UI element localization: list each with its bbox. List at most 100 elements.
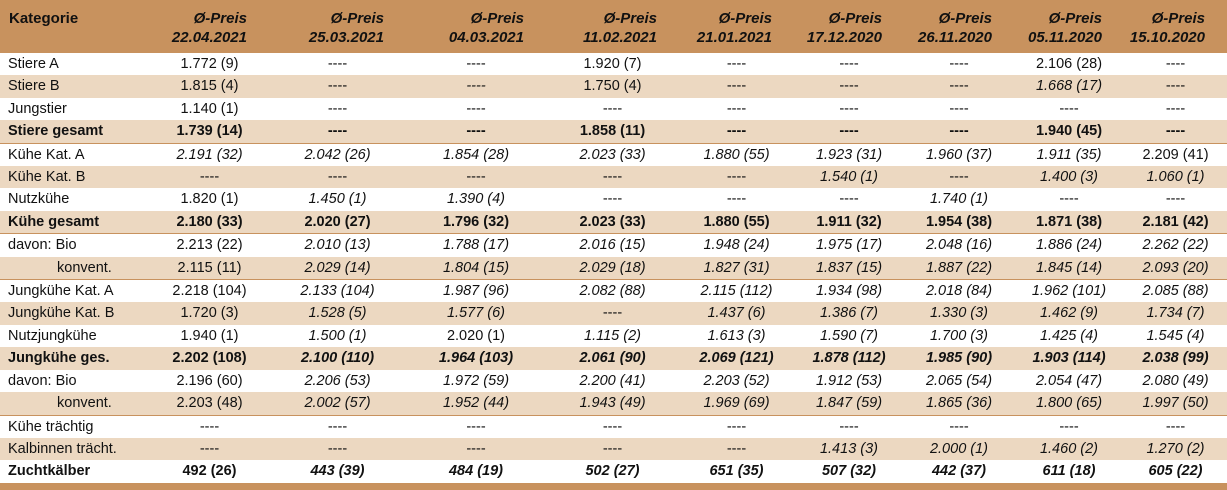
price-cell: 2.218 (104) (172, 283, 247, 300)
price-cell: ---- (726, 56, 747, 72)
price-cell: ---- (794, 120, 904, 144)
price-cell: 1.952 (44) (406, 392, 546, 416)
price-cell: ---- (327, 418, 348, 435)
price-column-header: Ø-Preis 22.04.2021 (150, 0, 269, 53)
price-cell: 1.962 (101) (1031, 283, 1107, 300)
price-cell: 2.065 (54) (925, 372, 993, 389)
price-cell: ---- (602, 191, 623, 208)
table-row: Stiere B 1.815 (4) ---- ---- 1.750 (4) ---- --… (0, 75, 1227, 98)
price-cell: 1.948 (24) (703, 237, 770, 254)
price-cell: 1.847 (59) (794, 392, 904, 416)
price-cell: 1.878 (112) (812, 350, 886, 367)
price-cell: ---- (949, 56, 969, 72)
price-cell: ---- (1124, 120, 1227, 144)
row-category: Nutzkühe (8, 191, 70, 208)
price-cell: 2.209 (41) (1142, 146, 1209, 163)
price-column-header: Ø-Preis 17.12.2020 (794, 0, 904, 53)
price-cell: 2.213 (22) (176, 237, 243, 254)
price-cell: ---- (327, 440, 348, 457)
price-cell: 2.203 (52) (703, 372, 770, 389)
table-row: Kühe Kat. A 2.191 (32) 2.042 (26) 1.854 (28… (0, 143, 1227, 167)
price-cell: 1.413 (3) (819, 440, 879, 457)
price-cell: 1.437 (6) (707, 305, 766, 322)
price-cell: 1.613 (3) (707, 327, 766, 344)
price-cell: ---- (466, 78, 486, 95)
table-header-row: Kategorie Ø-Preis 22.04.2021 Ø-Preis 25.03… (0, 0, 1227, 53)
row-category: Kalbinnen trächt. (8, 440, 117, 457)
price-cell: 484 (19) (406, 460, 546, 490)
price-cell: ---- (726, 440, 747, 457)
column-date: 04.03.2021 (448, 29, 524, 46)
price-cell: 1.880 (55) (703, 146, 770, 163)
table-row: Nutzkühe 1.820 (1) 1.450 (1) 1.390 (4) ---- -… (0, 188, 1227, 211)
price-cell: ---- (199, 440, 220, 457)
price-cell: ---- (327, 100, 348, 117)
price-cell: ---- (602, 418, 623, 435)
price-column-header: Ø-Preis 11.02.2021 (546, 0, 679, 53)
column-label: Ø-Preis (828, 10, 882, 27)
price-cell: 1.865 (36) (904, 392, 1014, 416)
price-cell: 1.390 (4) (446, 191, 506, 208)
row-category: Kühe trächtig (8, 418, 94, 435)
price-cell: 1.815 (4) (180, 78, 239, 95)
price-cell: 1.528 (5) (308, 305, 367, 322)
price-cell: 1.804 (15) (406, 256, 546, 281)
price-cell: ---- (839, 100, 859, 117)
price-column-header: Ø-Preis 04.03.2021 (406, 0, 546, 53)
price-cell: 1.923 (31) (815, 146, 883, 163)
price-cell: 1.934 (98) (815, 283, 883, 300)
table-body: Stiere A 1.772 (9) ---- ---- 1.920 (7) ---- --… (0, 53, 1227, 490)
price-column-header: Ø-Preis 15.10.2020 (1124, 0, 1227, 53)
price-cell: ---- (949, 418, 969, 435)
price-cell: ---- (839, 418, 859, 435)
price-cell: 1.972 (59) (442, 372, 510, 389)
price-cell: 2.180 (33) (150, 210, 269, 235)
price-cell: 1.940 (1) (180, 327, 239, 344)
table-row: Zuchtkälber 492 (26) 443 (39) 484 (19) 502 (… (0, 460, 1227, 490)
price-cell: 502 (27) (546, 460, 679, 490)
price-cell: ---- (679, 120, 794, 144)
column-date: 17.12.2020 (806, 29, 882, 46)
row-category: Stiere B (8, 78, 60, 95)
price-cell: 1.871 (38) (1014, 210, 1124, 235)
price-cell: 2.061 (90) (579, 350, 646, 367)
price-cell: 1.886 (24) (1035, 237, 1103, 254)
price-cell: ---- (726, 169, 747, 186)
price-cell: 611 (18) (1014, 460, 1124, 490)
row-category: konvent. (0, 256, 150, 281)
price-cell: 2.029 (18) (546, 256, 679, 281)
table-row: Stiere A 1.772 (9) ---- ---- 1.920 (7) ---- --… (0, 53, 1227, 76)
price-cell: 1.734 (7) (1146, 305, 1205, 322)
price-cell: ---- (602, 100, 623, 117)
price-cell: 2.085 (88) (1142, 283, 1209, 300)
price-cell: 2.115 (112) (700, 283, 773, 300)
row-category: Jungkühe Kat. A (8, 283, 114, 300)
table-row: davon: Bio 2.213 (22) 2.010 (13) 1.788 (17)… (0, 233, 1227, 257)
price-cell: ---- (726, 78, 747, 95)
price-cell: 1.400 (3) (1039, 169, 1099, 186)
price-cell: 1.788 (17) (442, 237, 510, 254)
column-date: 21.01.2021 (696, 29, 772, 46)
row-category: konvent. (0, 392, 150, 416)
table-row: konvent. 2.115 (11) 2.029 (14) 1.804 (15) 2.… (0, 256, 1227, 281)
price-cell: 2.020 (1) (446, 327, 506, 344)
price-cell: 2.100 (110) (300, 350, 375, 367)
price-cell: ---- (839, 191, 859, 208)
price-cell: 1.500 (1) (308, 327, 367, 344)
price-cell: 1.700 (3) (929, 327, 989, 344)
price-cell: 1.796 (32) (406, 210, 546, 235)
category-column-header: Kategorie (9, 10, 79, 27)
price-cell: 2.093 (20) (1124, 256, 1227, 281)
price-cell: 1.854 (28) (442, 146, 510, 163)
price-cell: ---- (269, 120, 406, 144)
price-cell: 2.200 (41) (579, 372, 646, 389)
price-cell: 2.115 (11) (150, 256, 269, 281)
row-category: Zuchtkälber (0, 460, 150, 490)
table-row: Jungkühe ges. 2.202 (108) 2.100 (110) 1.964… (0, 347, 1227, 370)
price-cell: 1.545 (4) (1146, 327, 1205, 344)
column-label: Ø-Preis (1048, 10, 1102, 27)
price-cell: 1.060 (1) (1146, 169, 1205, 186)
column-date: 05.11.2020 (1028, 29, 1102, 46)
price-cell: 1.386 (7) (819, 305, 879, 322)
